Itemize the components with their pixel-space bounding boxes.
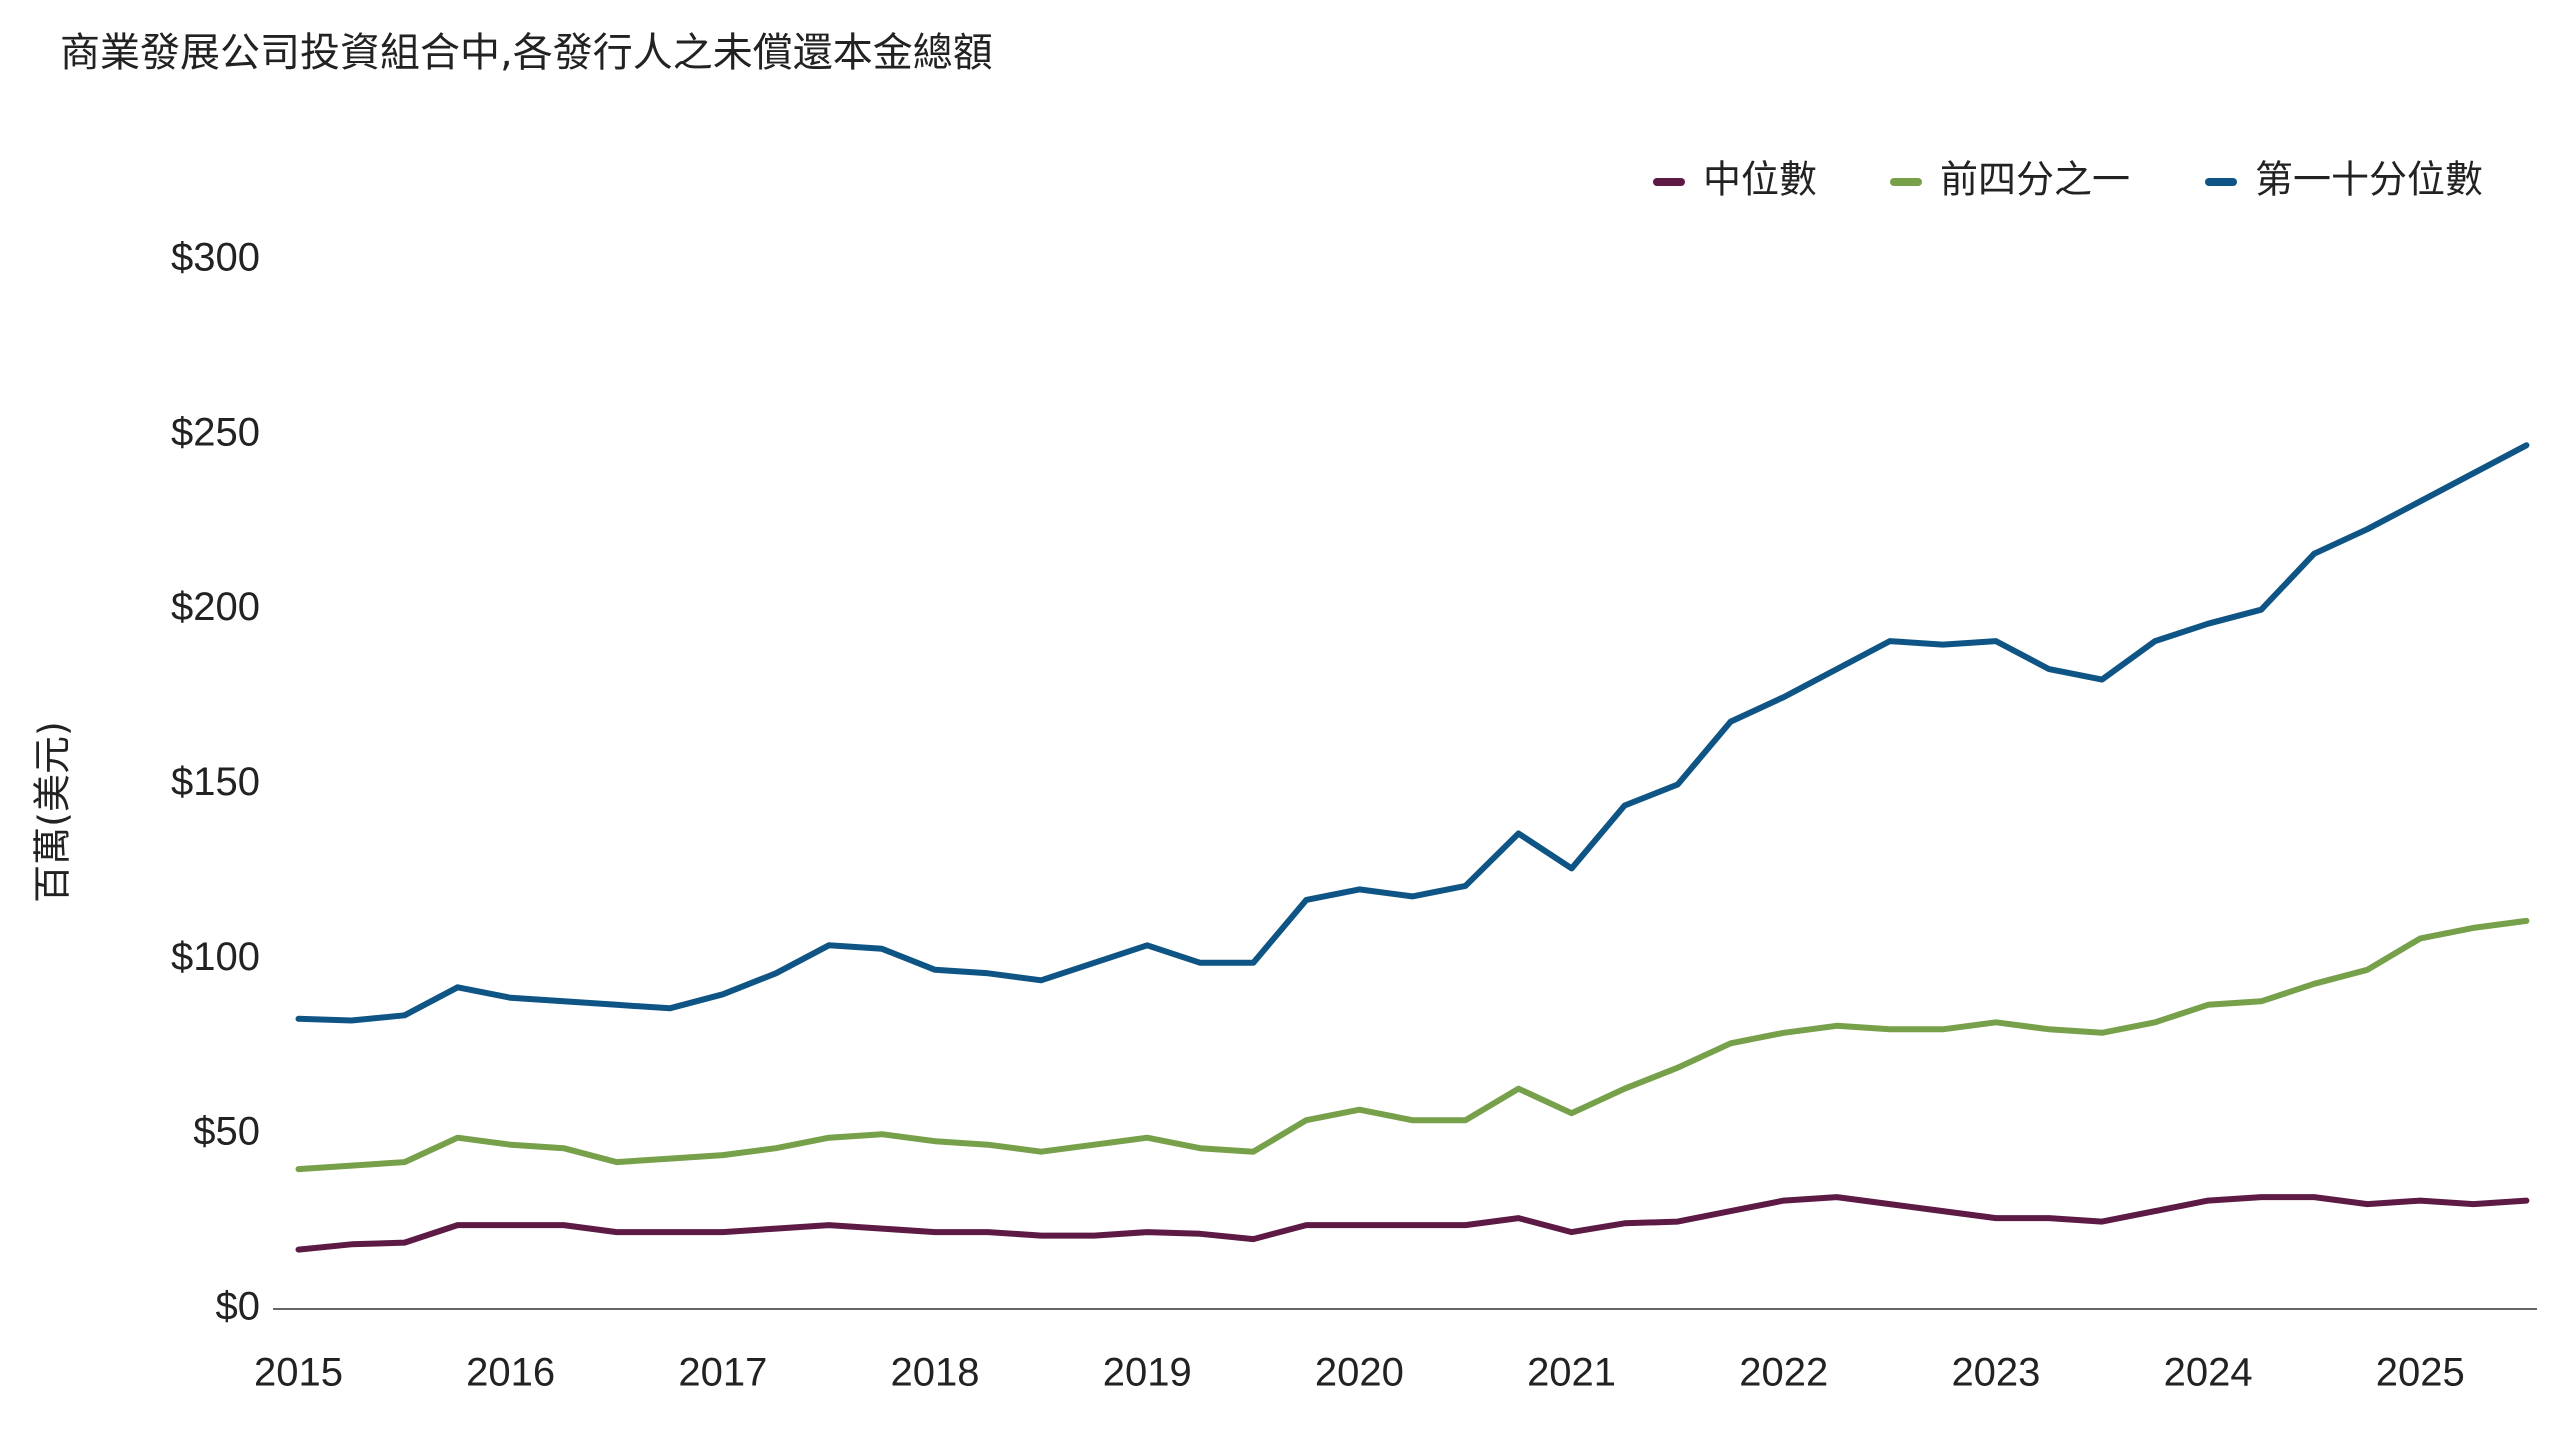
x-tick-label: 2016 <box>466 1351 555 1395</box>
chart-title: 商業發展公司投資組合中,各發行人之未償還本金總額 <box>60 30 993 76</box>
x-tick-label: 2024 <box>2164 1351 2253 1395</box>
x-tick-label: 2018 <box>891 1351 980 1395</box>
y-axis-label: 百萬(美元) <box>31 721 75 903</box>
y-tick-label: $150 <box>171 760 260 804</box>
y-tick-label: $200 <box>171 585 260 629</box>
x-tick-label: 2023 <box>1951 1351 2040 1395</box>
x-tick-label: 2021 <box>1527 1351 1616 1395</box>
x-tick-label: 2025 <box>2376 1351 2465 1395</box>
x-tick-label: 2017 <box>678 1351 767 1395</box>
legend-label: 第一十分位數 <box>2255 158 2483 202</box>
series-line <box>295 1194 2530 1253</box>
legend-label: 前四分之一 <box>1940 158 2130 202</box>
y-tick-label: $50 <box>193 1110 260 1154</box>
y-tick-label: $0 <box>216 1285 261 1329</box>
x-tick-label: 2020 <box>1315 1351 1404 1395</box>
y-tick-label: $250 <box>171 410 260 454</box>
x-tick-label: 2019 <box>1103 1351 1192 1395</box>
x-tick-label: 2015 <box>254 1351 343 1395</box>
series-line <box>295 917 2530 1173</box>
y-tick-label: $300 <box>171 236 260 280</box>
legend-label: 中位數 <box>1703 158 1817 202</box>
x-tick-label: 2022 <box>1739 1351 1828 1395</box>
series-line <box>295 442 2530 1024</box>
y-tick-label: $100 <box>171 935 260 979</box>
